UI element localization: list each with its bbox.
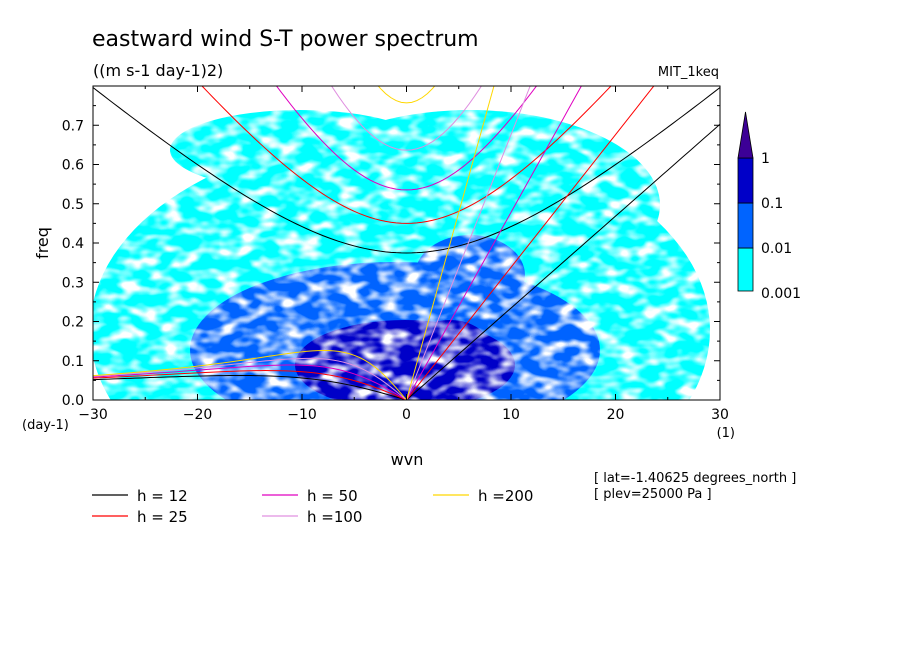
- rossby-curve-h12: [93, 374, 407, 400]
- x-tick-label: 0: [402, 407, 411, 423]
- inertia-gravity-curve-h100: [331, 86, 482, 151]
- legend-label-h100: h =100: [307, 508, 362, 526]
- colorbar: 0.001 0.01 0.1 1: [737, 111, 801, 302]
- kelvin-curve-h25: [406, 86, 655, 400]
- x-tick-label: 10: [502, 407, 520, 423]
- chart-units: ((m s-1 day-1)2): [93, 61, 223, 80]
- dispersion-curves: [93, 86, 720, 400]
- legend-label-h25: h = 25: [137, 508, 188, 526]
- y-tick-label: 0.0: [62, 393, 84, 409]
- x-ticks: −30 −20 −10 0 10 20 30: [78, 86, 729, 423]
- inertia-gravity-curve-h200: [377, 86, 436, 104]
- y-tick-label: 0.1: [62, 354, 84, 370]
- legend-label-h50: h = 50: [307, 487, 358, 505]
- chart-title: eastward wind S-T power spectrum: [92, 27, 479, 52]
- colorbar-label: 0.01: [761, 241, 792, 257]
- x-tick-label: 20: [607, 407, 625, 423]
- y-axis-label: freq: [33, 227, 52, 259]
- kelvin-curve-h50: [406, 86, 582, 400]
- colorbar-segment-1: [737, 111, 754, 159]
- colorbar-segment-0.001: [737, 247, 754, 292]
- rossby-curve-h50: [93, 364, 407, 400]
- y-tick-label: 0.4: [62, 236, 84, 252]
- colorbar-label: 0.1: [761, 196, 783, 212]
- y-tick-label: 0.6: [62, 158, 84, 174]
- colorbar-label: 0.001: [761, 286, 801, 302]
- pressure-level-info: [ plev=25000 Pa ]: [594, 487, 712, 502]
- inertia-gravity-curve-h25: [201, 86, 612, 224]
- x-unit-label: (1): [717, 426, 735, 441]
- x-tick-label: −20: [183, 407, 213, 423]
- rossby-curve-h25: [93, 370, 407, 400]
- spectrum-field: [93, 86, 720, 400]
- y-tick-label: 0.5: [62, 197, 84, 213]
- legend-label-h12: h = 12: [137, 487, 188, 505]
- x-tick-label: −30: [78, 407, 108, 423]
- inertia-gravity-curve-h12: [93, 87, 720, 254]
- y-tick-label: 0.3: [62, 275, 84, 291]
- kelvin-curve-h12: [406, 123, 720, 400]
- legend-label-h200: h =200: [478, 487, 533, 505]
- y-tick-label: 0.7: [62, 118, 84, 134]
- legend: h = 12 h = 25 h = 50 h =100 h =200: [92, 487, 533, 526]
- rossby-curve-h200: [93, 349, 407, 400]
- inertia-gravity-curve-h50: [275, 86, 538, 191]
- rossby-curve-h100: [93, 357, 407, 400]
- x-tick-label: 30: [711, 407, 729, 423]
- kelvin-curve-h200: [406, 86, 495, 400]
- x-axis-label: wvn: [391, 450, 424, 469]
- model-label: MIT_1keq: [658, 65, 719, 80]
- colorbar-label: 1: [761, 151, 770, 167]
- latitude-info: [ lat=-1.40625 degrees_north ]: [594, 471, 796, 486]
- y-ticks: 0.0 0.1 0.2 0.3 0.4 0.5 0.6 0.7: [62, 105, 720, 409]
- y-unit-label: (day-1): [22, 418, 69, 433]
- colorbar-segment-0.01: [737, 202, 754, 249]
- kelvin-curve-h100: [406, 86, 531, 400]
- x-tick-label: −10: [287, 407, 317, 423]
- y-tick-label: 0.2: [62, 315, 84, 331]
- colorbar-segment-0.1: [737, 157, 754, 204]
